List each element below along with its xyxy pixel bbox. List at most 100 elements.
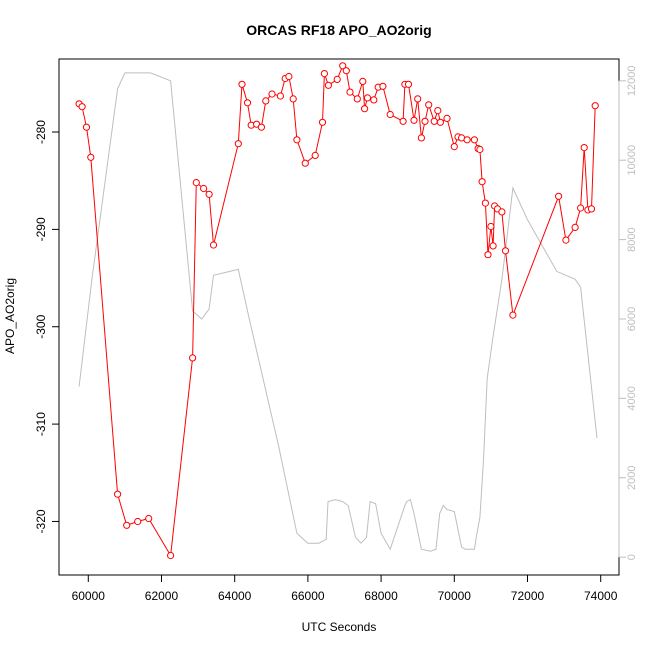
y2-tick-label: 10000 (626, 145, 638, 176)
y-axis-label: APO_AO2orig (3, 278, 17, 354)
red-data-point (399, 117, 407, 125)
red-data-point (484, 251, 492, 259)
red-data-point (293, 136, 301, 144)
red-data-point (425, 101, 433, 109)
red-data-point (189, 354, 197, 362)
series-red-line (75, 62, 599, 560)
chart-title: ORCAS RF18 APO_AO2orig (246, 22, 431, 38)
red-data-point (320, 70, 328, 78)
red-data-point (234, 140, 242, 148)
red-data-point (243, 99, 252, 107)
red-data-point (262, 97, 270, 105)
red-data-point (414, 95, 422, 103)
x-tick-label: 62000 (145, 589, 179, 603)
red-data-point (487, 222, 495, 231)
red-data-point (311, 151, 319, 159)
red-data-point (134, 517, 142, 526)
red-data-point (430, 117, 438, 125)
red-data-point (87, 153, 95, 161)
red-data-point (481, 199, 489, 207)
red-data-point (463, 136, 471, 144)
red-data-point (333, 75, 341, 84)
red-data-point (404, 80, 413, 88)
red-data-point (421, 117, 429, 125)
red-data-point (285, 72, 293, 81)
red-data-point (301, 159, 309, 167)
y2-tick-label: 0 (626, 554, 638, 560)
red-data-point (363, 94, 372, 102)
x-tick-label: 68000 (364, 589, 398, 603)
red-data-point (501, 247, 510, 255)
red-data-point (353, 95, 361, 103)
red-data-point (318, 118, 327, 126)
red-data-point (268, 90, 276, 98)
red-data-point (476, 145, 484, 154)
red-data-point (379, 82, 387, 90)
red-data-point (205, 190, 213, 198)
y2-tick-label: 4000 (626, 386, 638, 410)
y-tick-label: -280 (34, 120, 48, 144)
red-data-point (478, 178, 486, 186)
red-data-point (591, 102, 599, 110)
red-data-point (114, 490, 122, 498)
red-data-point (145, 514, 153, 523)
red-data-point (580, 144, 588, 152)
red-data-point (370, 96, 378, 104)
x-tick-label: 64000 (218, 589, 252, 603)
red-data-point (555, 192, 563, 200)
y2-tick-label: 12000 (626, 66, 638, 97)
y-tick-label: -320 (34, 509, 48, 533)
red-data-point (450, 143, 458, 151)
x-tick-label: 70000 (438, 589, 472, 603)
red-data-point (324, 81, 332, 89)
red-data-point (498, 208, 506, 216)
y2-tick-label: 8000 (626, 227, 638, 251)
red-data-point (470, 136, 478, 144)
red-data-point (489, 242, 497, 250)
red-data-point (577, 204, 585, 212)
red-data-point (571, 223, 579, 231)
x-tick-label: 66000 (291, 589, 325, 603)
red-data-point (587, 205, 596, 213)
red-data-point (167, 551, 175, 560)
red-data-point (276, 92, 284, 100)
plot-box (58, 58, 620, 576)
y-axis-left: -320 -310 -300 -290 -280 (34, 120, 60, 533)
red-data-point (238, 80, 246, 88)
red-data-point (443, 114, 451, 123)
x-axis-label: UTC Seconds (302, 620, 377, 634)
red-data-point (361, 105, 369, 113)
red-series-line (78, 64, 596, 558)
x-tick-label: 60000 (72, 589, 106, 603)
red-data-point (289, 95, 297, 103)
red-data-point (200, 184, 208, 193)
red-data-point (436, 118, 444, 126)
red-data-point (342, 67, 350, 75)
series-gray-line (78, 72, 598, 552)
gray-series-line (78, 72, 598, 552)
y-axis-right: 0 2000 4000 6000 8000 10000 12000 (618, 66, 638, 560)
x-axis: 60000 62000 64000 66000 68000 70000 72000 74000 (72, 574, 618, 603)
y2-tick-label: 6000 (626, 307, 638, 331)
red-data-point (509, 311, 517, 319)
red-data-point (123, 521, 131, 529)
red-data-point (209, 241, 218, 249)
red-data-point (346, 88, 354, 96)
red-data-point (410, 116, 418, 124)
red-data-point (386, 110, 394, 119)
x-tick-label: 74000 (584, 589, 618, 603)
x-tick-label: 72000 (511, 589, 545, 603)
red-data-point (359, 77, 367, 86)
y-tick-label: -300 (34, 314, 48, 338)
red-data-point (192, 179, 200, 187)
red-data-point (78, 103, 86, 111)
y-tick-label: -290 (34, 217, 48, 241)
y2-tick-label: 2000 (626, 466, 638, 490)
red-data-point (82, 123, 91, 131)
red-data-point (417, 134, 425, 142)
red-data-point (339, 62, 347, 70)
red-data-point (562, 236, 570, 244)
y-tick-label: -310 (34, 412, 48, 436)
red-data-point (434, 107, 442, 115)
